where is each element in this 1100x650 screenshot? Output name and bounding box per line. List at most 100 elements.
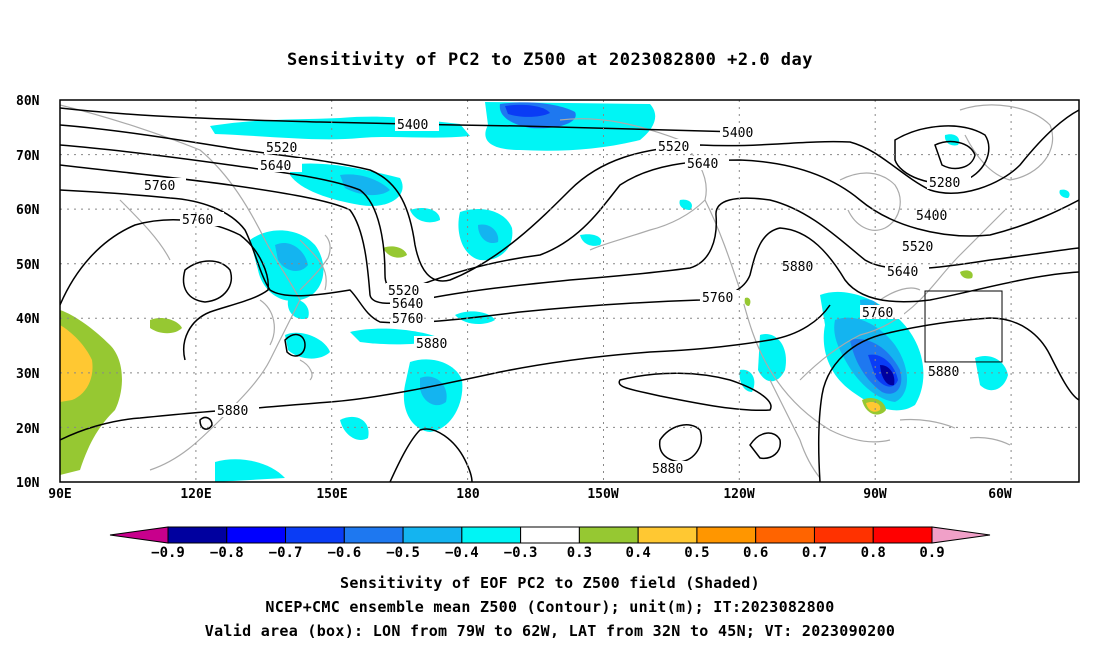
- coastline-north-america: [704, 199, 1006, 443]
- colorbar-label: −0.4: [445, 545, 479, 561]
- colorbar-swatch: [167, 526, 228, 544]
- svg-text:5400: 5400: [722, 126, 753, 141]
- colorbar-swatch: [637, 526, 698, 544]
- contour-line: [60, 144, 1079, 291]
- shade-region: [420, 376, 447, 406]
- contour-line: [182, 260, 232, 303]
- contour-label: 5640: [258, 158, 302, 174]
- colorbar-swatch: [696, 526, 757, 544]
- svg-text:5760: 5760: [182, 213, 213, 228]
- svg-text:5640: 5640: [260, 159, 291, 174]
- contour-line: [894, 125, 990, 185]
- contour-line: [618, 372, 772, 412]
- svg-text:5400: 5400: [916, 209, 947, 224]
- contour-label: 5640: [885, 264, 929, 280]
- coastline-japan: [299, 234, 331, 291]
- lon-axis: 90E 120E 150E 180 150W 120W 90W 60W: [48, 487, 1012, 502]
- colorbar-label: 0.6: [743, 545, 768, 561]
- shade-region: [880, 365, 895, 386]
- colorbar-labels: −0.9 −0.8 −0.7 −0.6 −0.5 −0.4 −0.3 0.3 0.4 0.5 0.6…: [151, 545, 945, 561]
- map-frame: [59, 99, 1080, 483]
- colorbar-swatch: [461, 526, 522, 544]
- contour-layer: [60, 107, 1079, 482]
- valid-area-box: [924, 290, 1003, 363]
- contour-line: [934, 140, 976, 170]
- lat-label: 70N: [16, 149, 40, 164]
- colorbar-left-arrow: [109, 526, 169, 544]
- svg-text:5880: 5880: [217, 404, 248, 419]
- colorbar-swatch: [226, 526, 287, 544]
- shade-region: [285, 332, 330, 359]
- contour-line: [60, 219, 269, 361]
- colorbar-label: 0.3: [567, 545, 592, 561]
- contour-label: 5760: [700, 290, 744, 306]
- coastline-hudson: [839, 172, 901, 231]
- shade-region: [478, 224, 499, 244]
- coastline-alaska: [559, 118, 707, 251]
- shade-region: [866, 401, 881, 412]
- colorbar-swatch: [872, 526, 933, 544]
- shade-region: [960, 270, 973, 279]
- lat-label: 30N: [16, 367, 40, 382]
- svg-text:5760: 5760: [392, 312, 423, 327]
- svg-text:5760: 5760: [144, 179, 175, 194]
- lat-label: 20N: [16, 422, 40, 437]
- contour-label: 5640: [685, 156, 729, 172]
- colorbar-right-arrow: [931, 526, 991, 544]
- colorbar-swatch: [285, 526, 345, 544]
- lat-label: 40N: [16, 312, 40, 327]
- colorbar-swatch: [520, 526, 580, 544]
- shade-region: [340, 416, 369, 440]
- lat-axis: 80N 70N 60N 50N 40N 30N 20N 10N: [16, 94, 40, 491]
- contour-label: 5400: [914, 208, 958, 224]
- shade-region: [215, 459, 285, 482]
- contour-label: 5520: [386, 283, 430, 299]
- contour-label: 5760: [142, 178, 186, 194]
- lon-label: 90W: [863, 487, 887, 502]
- caption-contour: NCEP+CMC ensemble mean Z500 (Contour); u…: [265, 598, 835, 616]
- contour-line: [817, 317, 1079, 482]
- contour-line: [284, 333, 306, 357]
- lon-label: 90E: [48, 487, 71, 502]
- svg-text:5400: 5400: [397, 118, 428, 133]
- shade-region: [340, 174, 390, 196]
- svg-text:5520: 5520: [388, 284, 419, 299]
- svg-text:5880: 5880: [652, 462, 683, 477]
- coastlines: [60, 104, 1054, 479]
- lat-label: 50N: [16, 258, 40, 273]
- contour-label: 5520: [656, 139, 700, 155]
- shade-region: [739, 369, 755, 392]
- caption-valid-area: Valid area (box): LON from 79W to 62W, L…: [204, 622, 896, 640]
- contour-label: 5280: [927, 175, 971, 191]
- contour-label: 5880: [650, 461, 694, 477]
- colorbar-swatch: [402, 526, 463, 544]
- lon-label: 120W: [723, 487, 754, 502]
- grid-lines: [60, 100, 1079, 482]
- colorbar-swatch: [343, 526, 404, 544]
- svg-text:5640: 5640: [687, 157, 718, 172]
- contour-label: 5880: [414, 336, 458, 352]
- shade-region: [580, 234, 602, 246]
- svg-text:5760: 5760: [702, 291, 733, 306]
- coastline-caribbean: [899, 418, 1011, 446]
- shading-layer: [60, 102, 1070, 482]
- shade-region: [410, 208, 440, 223]
- colorbar-swatch: [813, 526, 874, 544]
- shade-region: [744, 297, 751, 306]
- lon-label: 60W: [988, 487, 1012, 502]
- contour-label: 5760: [860, 305, 904, 321]
- shade-region: [1059, 189, 1070, 198]
- svg-text:5520: 5520: [658, 140, 689, 155]
- colorbar-label: 0.5: [684, 545, 709, 561]
- svg-text:5760: 5760: [862, 306, 893, 321]
- contour-label: 5640: [390, 296, 434, 312]
- contour-line: [389, 428, 473, 482]
- colorbar-label: −0.5: [386, 545, 420, 561]
- lat-label: 80N: [16, 94, 40, 109]
- shade-region: [505, 104, 550, 117]
- contour-line: [658, 424, 702, 463]
- contour-line: [749, 432, 781, 460]
- svg-text:5640: 5640: [392, 297, 423, 312]
